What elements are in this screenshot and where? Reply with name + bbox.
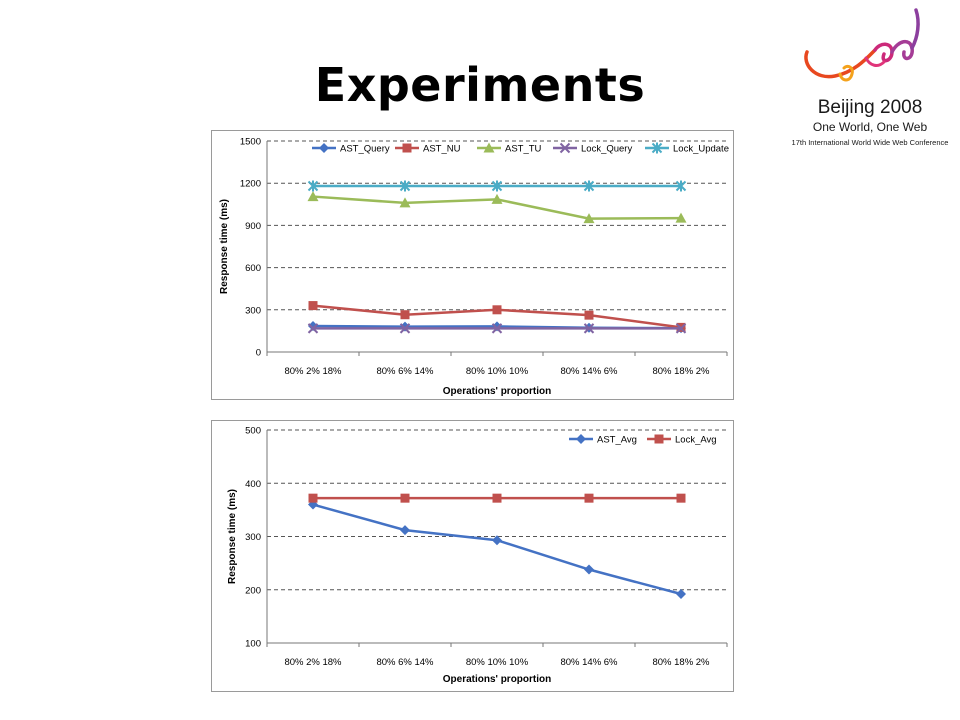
y-tick-label: 200 — [245, 585, 261, 596]
legend-entry: AST_TU — [477, 142, 542, 155]
series-AST_Avg — [308, 499, 686, 600]
x-tick-label: 80% 18% 2% — [652, 657, 710, 668]
data-point-Lock_Update — [399, 180, 411, 192]
data-point-AST_Avg — [584, 564, 594, 575]
y-tick-label: 100 — [245, 639, 261, 650]
data-point-AST_Avg — [308, 499, 318, 510]
data-point-AST_NU — [584, 310, 594, 320]
data-point-AST_Query — [492, 321, 502, 332]
y-tick-label: 500 — [245, 426, 261, 437]
x-tick-label: 80% 2% 18% — [284, 657, 342, 668]
data-point-AST_TU — [675, 212, 687, 223]
x-axis-label: Operations' proportion — [443, 674, 552, 685]
x-tick-label: 80% 10% 10% — [466, 657, 529, 668]
series-Lock_Update — [307, 180, 687, 192]
x-tick-label: 80% 10% 10% — [466, 366, 529, 377]
data-point-Lock_Update — [491, 180, 503, 192]
beijing-2008-logo-icon — [804, 8, 920, 82]
legend-entry: Lock_Update — [645, 142, 729, 155]
y-tick-label: 300 — [245, 305, 261, 316]
x-tick-label: 80% 14% 6% — [560, 657, 618, 668]
y-tick-label: 400 — [245, 479, 261, 490]
y-tick-label: 0 — [256, 348, 261, 359]
y-tick-label: 1200 — [240, 179, 261, 190]
data-point-Lock_Avg — [492, 493, 502, 503]
x-axis-label: Operations' proportion — [443, 386, 552, 397]
chart-1-svg: 0 300 600 900 1200 1500 80% 2% 18% 80% 6% 14% 80… — [219, 137, 729, 398]
x-tick-label: 80% 2% 18% — [284, 366, 342, 377]
data-point-AST_TU — [583, 213, 595, 224]
data-point-Lock_Query — [675, 323, 687, 334]
legend-swatch-marker — [559, 142, 571, 154]
data-point-AST_NU — [492, 305, 502, 315]
series-Lock_Query — [307, 323, 687, 334]
legend-label: AST_TU — [505, 144, 542, 155]
series-line-AST_Avg — [312, 503, 682, 596]
legend-swatch-marker — [576, 434, 586, 444]
legend-swatch-marker — [402, 143, 412, 153]
data-point-AST_TU — [399, 197, 411, 208]
data-point-AST_NU — [308, 301, 318, 311]
legend-label: AST_Query — [340, 144, 390, 155]
legend-entry: AST_Query — [312, 143, 390, 155]
legend-swatch-marker — [319, 143, 329, 153]
legend-entry: Lock_Query — [553, 142, 632, 155]
y-tick-label: 1500 — [240, 137, 261, 148]
data-point-Lock_Avg — [584, 493, 594, 503]
data-point-Lock_Query — [583, 323, 595, 334]
data-point-AST_TU — [307, 191, 319, 202]
data-point-Lock_Query — [307, 323, 319, 334]
logo-conference: 17th International World Wide Web Confer… — [791, 138, 949, 147]
data-point-Lock_Query — [491, 323, 503, 334]
legend-entry: Lock_Avg — [647, 434, 717, 446]
y-axis-label: Response time (ms) — [219, 199, 230, 294]
data-point-Lock_Update — [675, 180, 687, 192]
data-point-AST_TU — [491, 193, 503, 204]
data-point-Lock_Avg — [308, 493, 318, 503]
y-tick-label: 300 — [245, 532, 261, 543]
legend-entry: AST_Avg — [569, 434, 637, 446]
y-axis-label: Response time (ms) — [227, 489, 238, 584]
series-Lock_Avg — [308, 493, 686, 503]
series-AST_TU — [307, 191, 687, 224]
chart-1: 0 300 600 900 1200 1500 80% 2% 18% 80% 6% 14% 80… — [211, 130, 734, 400]
legend-label: Lock_Update — [673, 144, 729, 155]
data-point-Lock_Update — [583, 180, 595, 192]
logo-year: Beijing 2008 — [817, 97, 923, 118]
chart-2: 100 200 300 400 500 80% 2% 18% 80% 6% 14% 80% 1… — [211, 420, 734, 692]
data-point-AST_Avg — [400, 525, 410, 536]
data-point-Lock_Update — [307, 180, 319, 192]
chart-2-svg: 100 200 300 400 500 80% 2% 18% 80% 6% 14% 80% 1… — [227, 426, 728, 685]
data-point-AST_Avg — [676, 589, 686, 600]
legend-swatch-marker — [483, 142, 495, 153]
legend-label: AST_NU — [423, 144, 461, 155]
x-tick-label: 80% 18% 2% — [652, 366, 710, 377]
y-tick-label: 900 — [245, 221, 261, 232]
slide-title: Experiments — [314, 58, 646, 112]
legend-label: Lock_Avg — [675, 435, 717, 446]
data-point-AST_Avg — [492, 535, 502, 546]
legend-swatch-marker — [654, 434, 664, 444]
x-tick-label: 80% 14% 6% — [560, 366, 618, 377]
data-point-AST_NU — [400, 310, 410, 320]
data-point-Lock_Query — [399, 323, 411, 334]
legend-swatch-marker — [651, 142, 663, 154]
data-point-AST_Query — [400, 321, 410, 332]
logo-slogan: One World, One Web — [812, 120, 928, 134]
data-point-AST_Query — [308, 320, 318, 331]
x-tick-label: 80% 6% 14% — [376, 657, 434, 668]
data-point-Lock_Avg — [400, 493, 410, 503]
x-tick-label: 80% 6% 14% — [376, 366, 434, 377]
legend-label: Lock_Query — [581, 144, 632, 155]
y-tick-label: 600 — [245, 263, 261, 274]
data-point-Lock_Avg — [676, 493, 686, 503]
legend-entry: AST_NU — [395, 143, 461, 155]
legend-label: AST_Avg — [597, 435, 637, 446]
